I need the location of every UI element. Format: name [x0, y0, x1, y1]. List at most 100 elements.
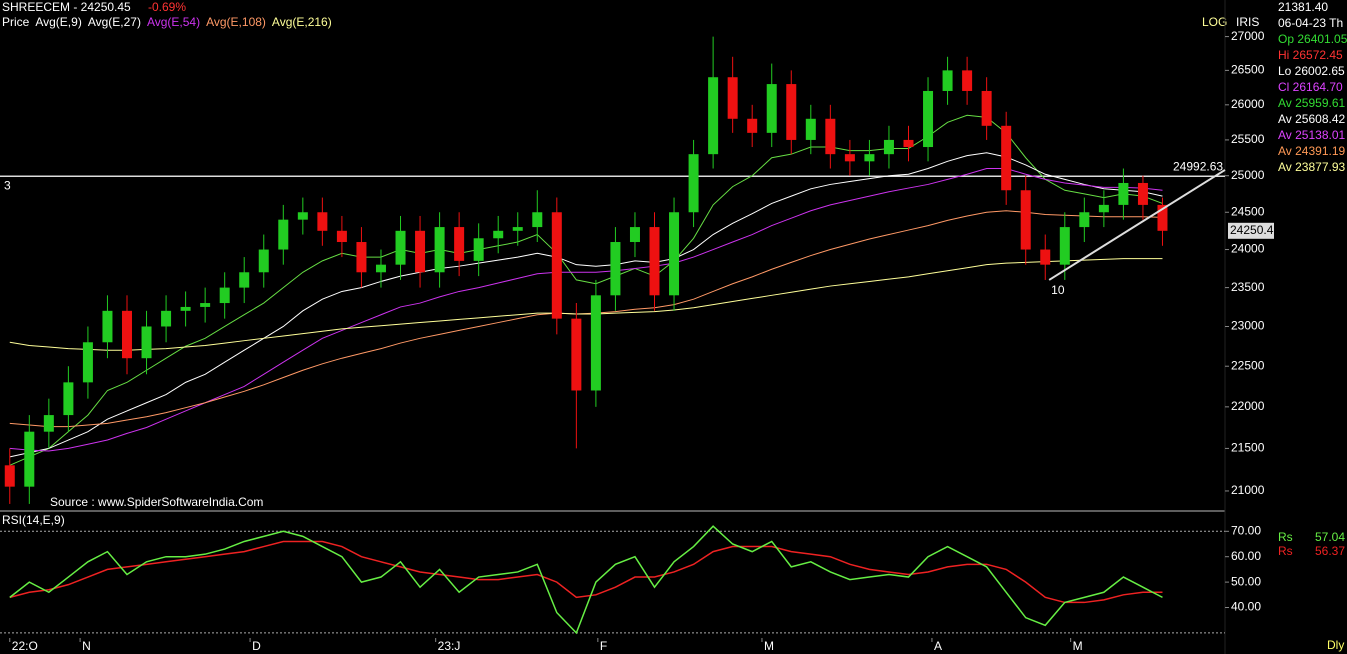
rsi-line [9, 540, 1163, 604]
info-text: Av 25138.01 [1278, 128, 1345, 142]
candle-body [297, 212, 308, 220]
iris-label: IRIS [1236, 15, 1259, 29]
change: -0.69% [148, 0, 186, 14]
rsi-legend-name: Rs [1278, 544, 1293, 558]
rsi-legend-name: Rs [1278, 530, 1293, 544]
candle-body [923, 90, 934, 148]
legend-item: Price [2, 15, 30, 29]
info-text: 21381.40 [1278, 0, 1328, 14]
candle-body [278, 219, 289, 250]
y-tick-label: 26500 [1231, 63, 1265, 77]
y-tick-label: 24500 [1231, 204, 1265, 218]
x-tick-label: M [1073, 639, 1083, 653]
info-text: Cl 26164.70 [1278, 80, 1343, 94]
candle-body [766, 84, 777, 133]
candle-body [180, 306, 191, 311]
last-price-box [1228, 222, 1274, 239]
info-text: 06-04-23 Th [1278, 16, 1343, 30]
candle-body [4, 465, 15, 487]
candle-body [200, 303, 211, 307]
candle-body [415, 230, 426, 273]
candle-body [1118, 182, 1129, 205]
candle-body [649, 227, 660, 296]
x-tick-label: D [252, 639, 261, 653]
candle-body [82, 342, 93, 383]
y-tick-label: 23500 [1231, 280, 1265, 294]
y-tick-label: 70.00 [1231, 523, 1261, 537]
candle-body [258, 249, 269, 273]
candle-body [395, 230, 406, 265]
candle-body [1079, 212, 1090, 228]
candle-body [102, 310, 113, 343]
candle-body [63, 382, 74, 416]
moving-average [9, 114, 1163, 466]
candle-body [590, 295, 601, 391]
candle-body [239, 272, 250, 288]
candle-body [219, 287, 230, 304]
panel-title: RSI(14,E,9) [2, 513, 65, 527]
y-tick-label: 22000 [1231, 399, 1265, 413]
x-tick-label: M [764, 639, 774, 653]
candle-body [805, 118, 816, 140]
candle-body [1001, 125, 1012, 191]
candle-body [24, 431, 35, 487]
candle-body [356, 242, 367, 273]
x-tick-label: 22:O [12, 639, 38, 653]
candle-body [1137, 182, 1148, 205]
candle-body [962, 70, 973, 91]
y-tick-label: 21500 [1231, 441, 1265, 455]
candle-body [375, 264, 386, 273]
candle-body [1040, 249, 1051, 265]
hline-label: 24992.63 [1173, 159, 1223, 173]
moving-average [9, 258, 1163, 351]
candle-body [727, 77, 738, 119]
candle-body [161, 310, 172, 327]
x-tick-label: F [600, 639, 607, 653]
candle-body [317, 212, 328, 231]
y-tick-label: 23000 [1231, 319, 1265, 333]
candle-body [1098, 204, 1109, 213]
candle-body [844, 154, 855, 162]
moving-average [9, 210, 1163, 428]
info-text: Av 24391.19 [1278, 144, 1345, 158]
legend-item: Avg(E,27) [88, 15, 141, 29]
candle-body [610, 242, 621, 296]
y-tick-label: 50.00 [1231, 574, 1261, 588]
candle-body [883, 139, 894, 155]
candle-body [473, 238, 484, 261]
candle-body [121, 310, 132, 359]
y-tick-label: 27000 [1231, 29, 1265, 43]
legend-item: Avg(E,108) [206, 15, 266, 29]
candle-body [336, 230, 347, 243]
y-tick-label: 22500 [1231, 358, 1265, 372]
period: Dly [1327, 638, 1344, 652]
candle-body [532, 212, 543, 228]
y-tick-label: 25000 [1231, 168, 1265, 182]
candle-body [708, 77, 719, 155]
candle-body [454, 227, 465, 261]
candle-body [512, 227, 523, 231]
candle-body [141, 326, 152, 359]
candle-body [942, 70, 953, 91]
annotation: 10 [1051, 283, 1065, 297]
candle-body [903, 139, 914, 148]
candle-body [43, 415, 54, 432]
x-tick-label: A [934, 639, 942, 653]
legend-item: Avg(E,216) [272, 15, 332, 29]
title: SHREECEM - 24250.45 [2, 0, 131, 14]
y-tick-label: 21000 [1231, 483, 1265, 497]
legend-item: Avg(E,9) [35, 15, 81, 29]
candle-body [981, 90, 992, 126]
moving-average [9, 168, 1163, 452]
y-tick-label: 24000 [1231, 242, 1265, 256]
info-text: Hi 26572.45 [1278, 48, 1343, 62]
candle-body [1059, 227, 1070, 265]
info-text: Lo 26002.65 [1278, 64, 1345, 78]
candle-body [571, 318, 582, 391]
candle-body [1157, 204, 1168, 231]
annotation: 3 [4, 178, 11, 192]
x-tick-label: 23:J [438, 639, 461, 653]
y-tick-label: 60.00 [1231, 549, 1261, 563]
